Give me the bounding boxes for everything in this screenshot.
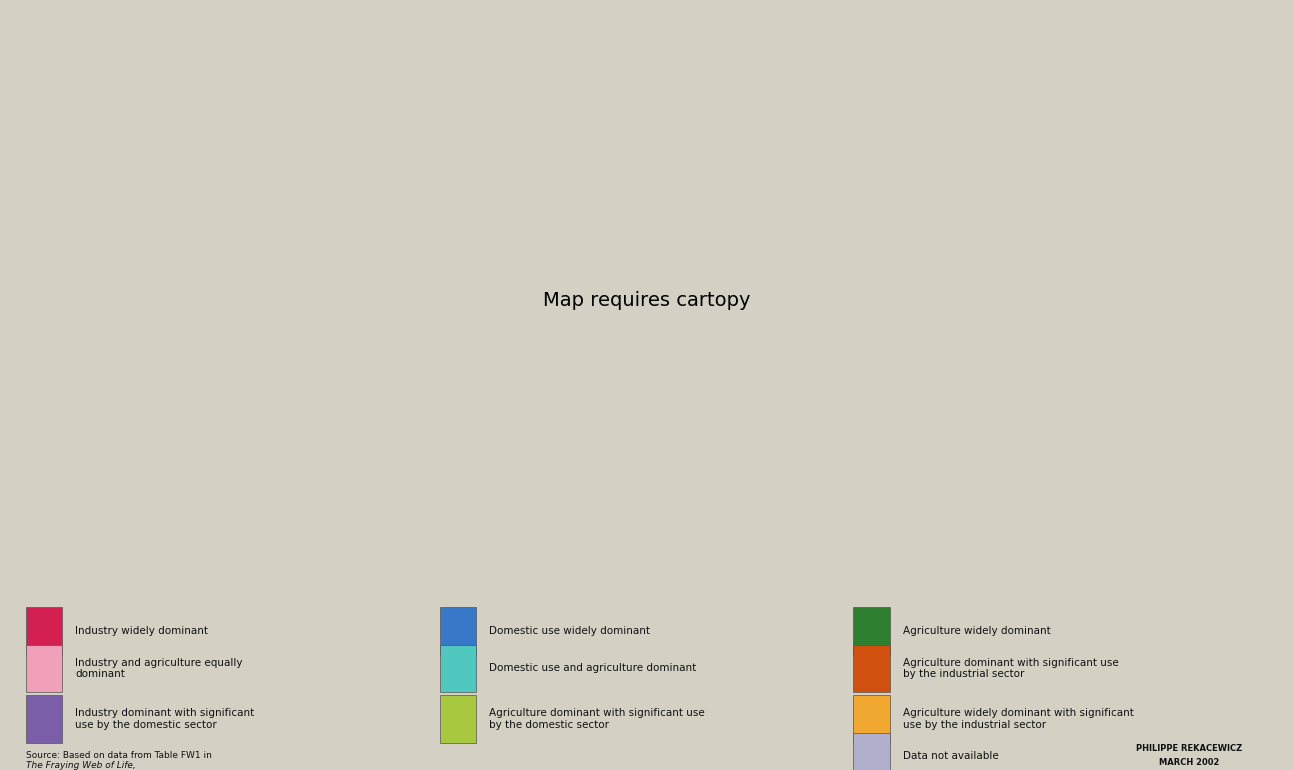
Text: MARCH 2002: MARCH 2002 [1160, 758, 1219, 767]
FancyBboxPatch shape [853, 695, 890, 743]
Text: Data not available: Data not available [903, 752, 998, 762]
Text: Agriculture dominant with significant use
by the industrial sector: Agriculture dominant with significant us… [903, 658, 1118, 679]
FancyBboxPatch shape [853, 644, 890, 692]
Text: Industry widely dominant: Industry widely dominant [75, 626, 208, 636]
Text: Agriculture widely dominant with significant
use by the industrial sector: Agriculture widely dominant with signifi… [903, 708, 1134, 730]
FancyBboxPatch shape [26, 608, 62, 654]
Text: The Fraying Web of Life,: The Fraying Web of Life, [26, 761, 136, 770]
Text: PHILIPPE REKACEWICZ: PHILIPPE REKACEWICZ [1137, 744, 1243, 753]
Text: Agriculture widely dominant: Agriculture widely dominant [903, 626, 1050, 636]
Text: Domestic use and agriculture dominant: Domestic use and agriculture dominant [489, 664, 696, 673]
Text: Map requires cartopy: Map requires cartopy [543, 291, 750, 310]
FancyBboxPatch shape [853, 608, 890, 654]
Text: Source: Based on data from Table FW1 in: Source: Based on data from Table FW1 in [26, 751, 215, 760]
Text: Domestic use widely dominant: Domestic use widely dominant [489, 626, 650, 636]
FancyBboxPatch shape [440, 644, 476, 692]
FancyBboxPatch shape [26, 695, 62, 743]
Text: Industry dominant with significant
use by the domestic sector: Industry dominant with significant use b… [75, 708, 255, 730]
Text: Agriculture dominant with significant use
by the domestic sector: Agriculture dominant with significant us… [489, 708, 705, 730]
Text: Industry and agriculture equally
dominant: Industry and agriculture equally dominan… [75, 658, 243, 679]
FancyBboxPatch shape [853, 733, 890, 770]
FancyBboxPatch shape [440, 608, 476, 654]
FancyBboxPatch shape [26, 644, 62, 692]
FancyBboxPatch shape [440, 695, 476, 743]
